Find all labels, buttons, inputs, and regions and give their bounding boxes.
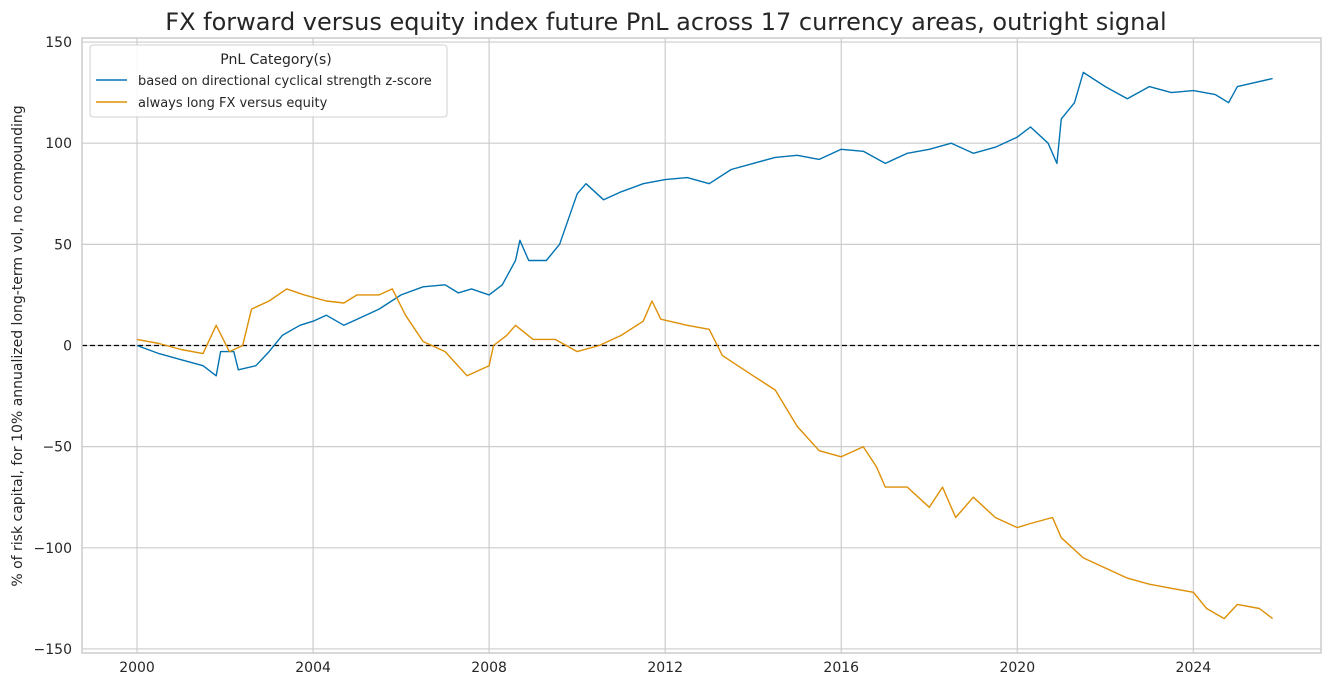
x-tick-label: 2016 bbox=[823, 660, 859, 676]
tick-labels: 2000 2004 2008 2012 2016 2020 2024 150 100 50 0 −50… bbox=[34, 35, 1212, 676]
series-lines bbox=[136, 71, 1274, 620]
y-tick-label: −50 bbox=[42, 440, 72, 456]
legend-label-1: always long FX versus equity bbox=[138, 96, 328, 111]
legend: PnL Category(s) based on directional cyc… bbox=[89, 44, 448, 118]
y-axis-label: % of risk capital, for 10% annualized lo… bbox=[10, 105, 26, 586]
chart-title: FX forward versus equity index future Pn… bbox=[165, 8, 1166, 36]
plot-frame bbox=[81, 37, 1322, 654]
x-tick-label: 2008 bbox=[471, 660, 507, 676]
series-line-1 bbox=[136, 288, 1274, 620]
grid-lines bbox=[82, 38, 1321, 653]
legend-label-0: based on directional cyclical strength z… bbox=[138, 74, 432, 89]
y-tick-label: 0 bbox=[63, 339, 72, 355]
x-tick-label: 2004 bbox=[295, 660, 331, 676]
y-tick-label: 150 bbox=[45, 35, 72, 51]
y-tick-label: −100 bbox=[34, 541, 72, 557]
y-tick-label: −150 bbox=[34, 642, 72, 658]
x-tick-label: 2024 bbox=[1176, 660, 1212, 676]
x-tick-label: 2012 bbox=[647, 660, 683, 676]
y-tick-label: 50 bbox=[54, 237, 72, 253]
x-tick-label: 2020 bbox=[999, 660, 1035, 676]
series-line-0 bbox=[136, 71, 1273, 377]
legend-box bbox=[89, 44, 448, 118]
x-tick-label: 2000 bbox=[119, 660, 155, 676]
legend-title: PnL Category(s) bbox=[220, 52, 332, 68]
y-tick-label: 100 bbox=[45, 136, 72, 152]
